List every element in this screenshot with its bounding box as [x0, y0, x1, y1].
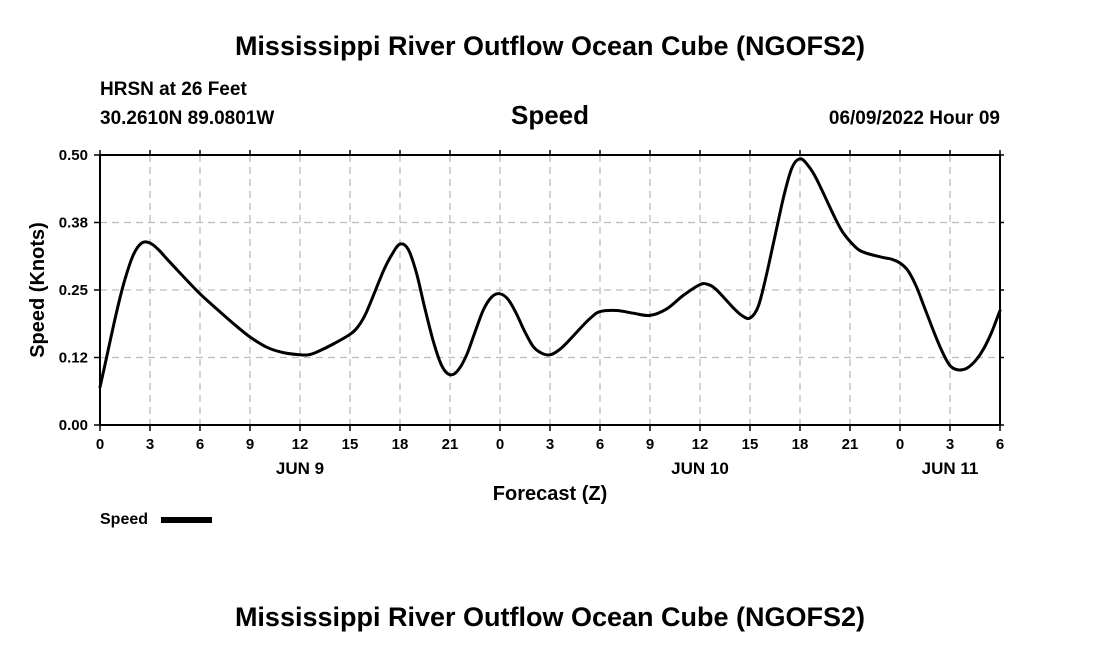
x-tick-label: 6	[196, 436, 204, 453]
speed-series-line	[98, 157, 1002, 389]
date-label: JUN 9	[276, 459, 324, 478]
x-tick-label: 18	[792, 436, 809, 453]
x-tick-label: 0	[896, 436, 904, 453]
x-tick-label: 21	[442, 436, 459, 453]
x-tick-label: 9	[646, 436, 654, 453]
x-tick-label: 6	[996, 436, 1004, 453]
y-axis-ticks: 0.00 0.12 0.25 0.38 0.50	[59, 147, 1004, 434]
grid-lines	[100, 154, 1000, 425]
location-label: 30.2610N 89.0801W	[100, 108, 274, 129]
x-tick-label: 12	[692, 436, 709, 453]
x-tick-label: 3	[146, 436, 154, 453]
y-tick-label: 0.00	[59, 417, 88, 434]
x-tick-label: 0	[496, 436, 504, 453]
x-axis-label: Forecast (Z)	[493, 483, 607, 505]
station-label: HRSN at 26 Feet	[100, 79, 247, 100]
x-tick-label: 21	[842, 436, 859, 453]
legend-label: Speed	[100, 511, 148, 528]
legend: Speed	[100, 511, 212, 528]
date-label: JUN 10	[671, 459, 729, 478]
chart-title-bottom: Mississippi River Outflow Ocean Cube (NG…	[235, 602, 865, 632]
x-tick-label: 3	[946, 436, 954, 453]
chart-title-top: Mississippi River Outflow Ocean Cube (NG…	[235, 31, 865, 61]
date-label: JUN 11	[922, 459, 979, 478]
x-axis-ticks: 0 3 6 9 12 15 18 21 0 3 6 9 12 15 18 21 0 3 6	[96, 150, 1004, 453]
date-labels: JUN 9 JUN 10 JUN 11	[276, 459, 978, 478]
y-tick-label: 0.50	[59, 147, 88, 164]
x-tick-label: 15	[342, 436, 359, 453]
datetime-label: 06/09/2022 Hour 09	[829, 108, 1000, 129]
chart-subtitle: Speed	[511, 100, 589, 130]
x-tick-label: 12	[292, 436, 309, 453]
y-axis-label: Speed (Knots)	[27, 222, 49, 358]
y-tick-label: 0.38	[59, 215, 88, 232]
x-tick-label: 9	[246, 436, 254, 453]
x-tick-label: 15	[742, 436, 759, 453]
y-tick-label: 0.12	[59, 350, 88, 367]
x-tick-label: 6	[596, 436, 604, 453]
y-tick-label: 0.25	[59, 282, 88, 299]
x-tick-label: 0	[96, 436, 104, 453]
x-tick-label: 3	[546, 436, 554, 453]
plot-frame	[99, 154, 1001, 426]
x-tick-label: 18	[392, 436, 409, 453]
